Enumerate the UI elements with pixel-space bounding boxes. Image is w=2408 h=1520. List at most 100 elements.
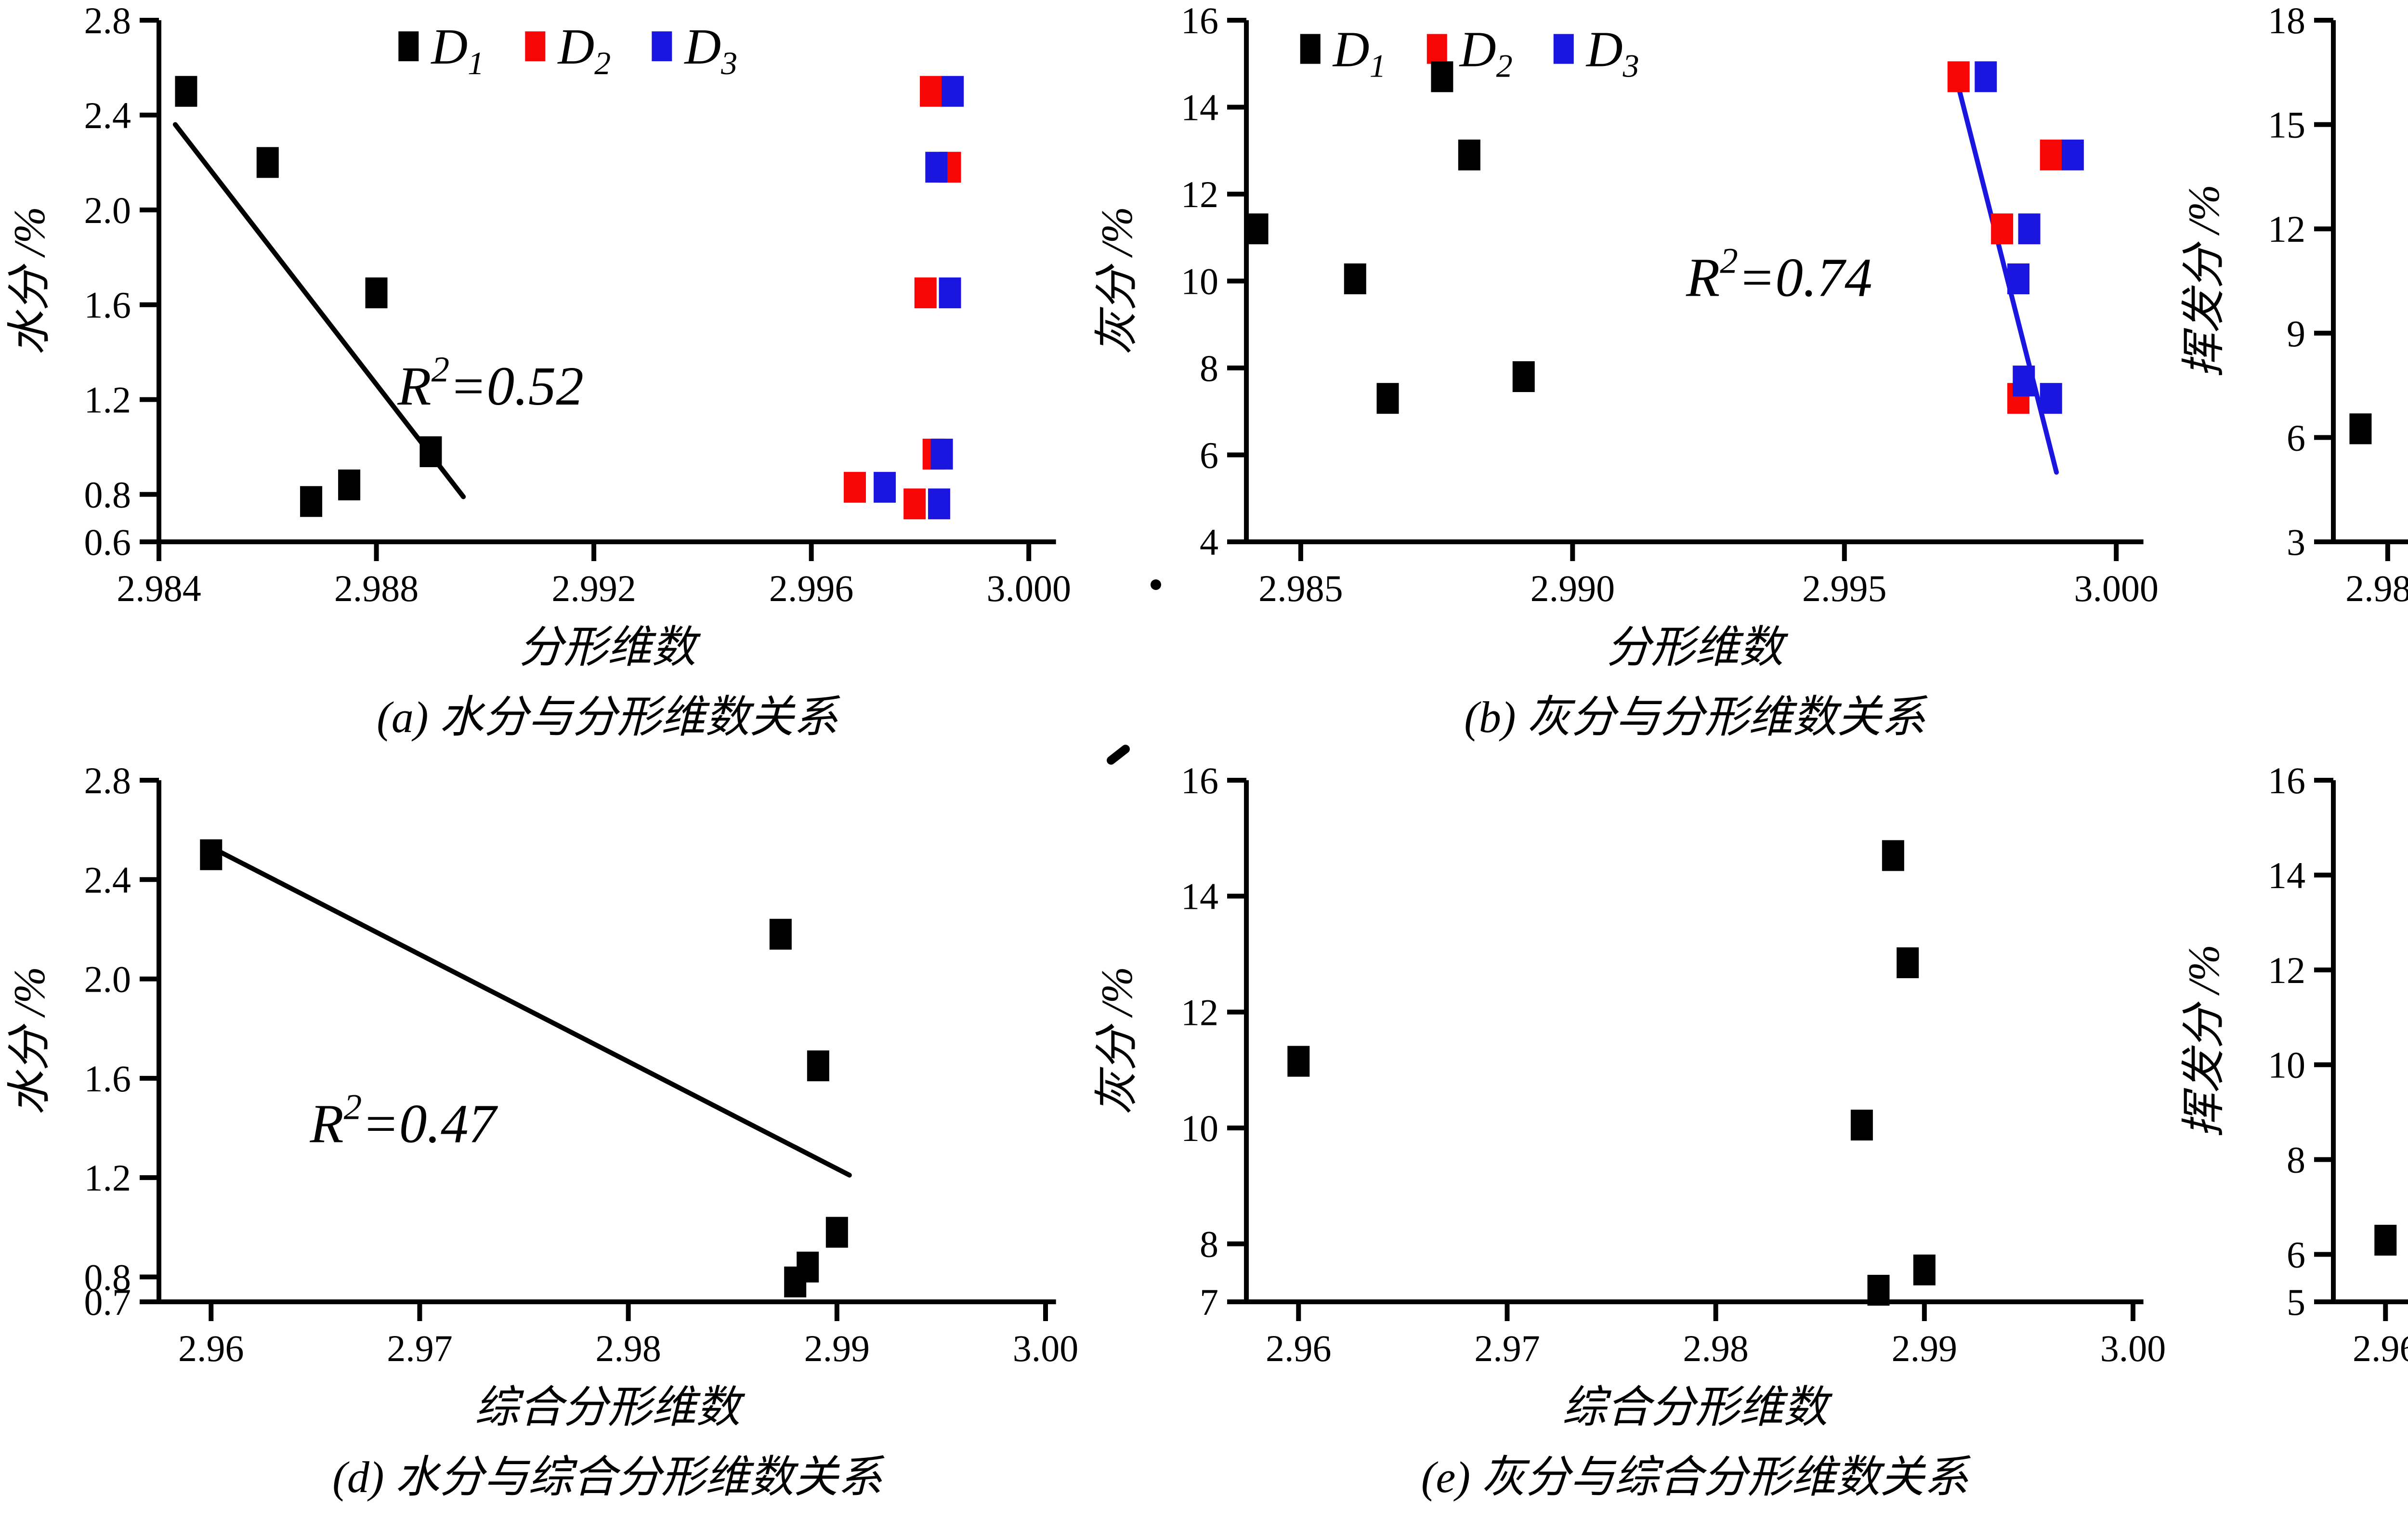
x-axis-label: 分形维数 bbox=[1606, 623, 1789, 672]
r-squared-annotation: R2=0.52 bbox=[397, 350, 584, 417]
x-tick-label: 3.000 bbox=[986, 568, 1071, 609]
y-tick-label: 7 bbox=[1200, 1282, 1218, 1323]
legend: D1 D2 D3 bbox=[1300, 21, 1639, 84]
data-point-D1 bbox=[338, 469, 361, 500]
data-point-D2 bbox=[2040, 139, 2062, 170]
x-tick-label: 2.97 bbox=[387, 1328, 452, 1369]
data-point-D1 bbox=[419, 436, 442, 467]
data-point-D1 bbox=[807, 1050, 829, 1082]
y-tick-label: 1.6 bbox=[84, 1058, 131, 1100]
y-tick-label: 3 bbox=[2287, 522, 2305, 563]
y-tick-label: 9 bbox=[2287, 313, 2305, 354]
data-point-D3 bbox=[2012, 366, 2035, 397]
y-tick-label: 12 bbox=[1181, 174, 1218, 215]
y-axis-label: 挥发分 /% bbox=[2179, 184, 2228, 378]
y-tick-label: 14 bbox=[1181, 876, 1218, 917]
legend-swatch-D2 bbox=[1426, 34, 1447, 64]
y-tick-label: 1.2 bbox=[84, 380, 131, 421]
y-tick-label: 1.6 bbox=[84, 285, 131, 326]
panel-caption: (a) 水分与分形维数关系 bbox=[377, 693, 840, 742]
y-tick-label: 10 bbox=[1181, 1108, 1218, 1149]
y-axis-label: 挥发分 /% bbox=[2179, 944, 2228, 1138]
x-tick-label: 2.99 bbox=[1891, 1328, 1957, 1369]
x-tick-label: 2.985 bbox=[2345, 568, 2408, 609]
data-point-D2 bbox=[903, 488, 926, 520]
x-tick-label: 3.00 bbox=[2100, 1328, 2165, 1369]
y-tick-label: 2.4 bbox=[84, 95, 131, 136]
y-tick-label: 16 bbox=[2268, 760, 2305, 801]
y-tick-label: 15 bbox=[2268, 105, 2305, 146]
y-tick-label: 1.2 bbox=[84, 1157, 131, 1199]
legend-swatch-D3 bbox=[652, 31, 672, 62]
y-tick-label: 8 bbox=[1200, 1224, 1218, 1265]
y-tick-label: 8 bbox=[2287, 1140, 2305, 1181]
x-tick-label: 2.984 bbox=[117, 568, 201, 609]
y-tick-label: 8 bbox=[1200, 348, 1218, 389]
x-tick-label: 2.985 bbox=[1258, 568, 1343, 609]
y-axis-label: 灰分 /% bbox=[1092, 207, 1141, 355]
x-tick-label: 2.988 bbox=[334, 568, 419, 609]
y-tick-label: 6 bbox=[2287, 1234, 2305, 1276]
legend: D1 D2 D3 bbox=[398, 18, 737, 81]
y-tick-label: 10 bbox=[1181, 261, 1218, 302]
data-point-D2 bbox=[1990, 213, 2013, 245]
legend-swatch-D3 bbox=[1553, 34, 1574, 64]
y-tick-label: 4 bbox=[1200, 522, 1218, 563]
data-point-D1 bbox=[1287, 1046, 1309, 1077]
data-point-D2 bbox=[920, 76, 942, 107]
panel-caption: (b) 灰分与分形维数关系 bbox=[1464, 693, 1928, 742]
data-point-D1 bbox=[1512, 361, 1535, 393]
data-point-D1 bbox=[1431, 61, 1453, 92]
data-point-D2 bbox=[843, 472, 866, 503]
data-point-D3 bbox=[942, 76, 964, 107]
y-tick-label: 12 bbox=[1181, 992, 1218, 1033]
legend-swatch-D2 bbox=[525, 31, 546, 62]
data-point-D3 bbox=[2007, 263, 2029, 294]
data-point-D1 bbox=[200, 839, 222, 870]
data-point-D3 bbox=[2061, 139, 2084, 170]
x-tick-label: 2.995 bbox=[1802, 568, 1886, 609]
x-tick-label: 2.992 bbox=[551, 568, 636, 609]
stray-mark-dot bbox=[1151, 579, 1161, 590]
x-axis-label: 综合分形维数 bbox=[1562, 1383, 1833, 1432]
fit-line-D3 bbox=[1950, 63, 2059, 475]
data-point-D1 bbox=[769, 918, 792, 950]
data-point-D1 bbox=[1882, 840, 1904, 871]
data-point-D1 bbox=[2374, 1225, 2397, 1256]
data-point-D3 bbox=[930, 438, 953, 470]
panel-d: 2.96 2.97 2.98 2.99 3.00 0.70.8 1.2 1.6 2.0 2.4 2.… bbox=[5, 760, 1078, 1502]
y-axis-label: 水分 /% bbox=[5, 967, 54, 1115]
data-point-D1 bbox=[365, 277, 388, 309]
panel-caption: (d) 水分与综合分形维数关系 bbox=[332, 1453, 885, 1502]
panel-e: 2.96 2.97 2.98 2.99 3.00 7 8 10 12 14 16 综合分形维数 灰分 /… bbox=[1092, 760, 2166, 1502]
r-squared-annotation: R2=0.47 bbox=[310, 1088, 498, 1154]
data-point-D1 bbox=[175, 76, 197, 107]
y-tick-label: 12 bbox=[2268, 950, 2305, 991]
data-point-D1 bbox=[797, 1251, 819, 1283]
legend-swatch-D1 bbox=[398, 31, 419, 62]
x-tick-label: 2.996 bbox=[769, 568, 853, 609]
y-tick-label: 0.8 bbox=[84, 474, 131, 516]
y-tick-label: 2.4 bbox=[84, 859, 131, 901]
y-tick-label: 14 bbox=[2268, 855, 2305, 896]
y-axis-label: 水分 /% bbox=[5, 207, 54, 355]
fit-line-D1 bbox=[209, 845, 852, 1178]
legend-label-D2: D2 bbox=[1458, 21, 1512, 84]
x-axis-label: 分形维数 bbox=[519, 623, 701, 672]
legend-label-D2: D2 bbox=[557, 18, 611, 81]
data-point-D2 bbox=[1947, 61, 1970, 92]
panel-b: 2.985 2.990 2.995 3.000 4 6 8 10 12 14 16 分形维数 灰分 /%… bbox=[1092, 0, 2159, 742]
y-tick-label: 16 bbox=[1181, 0, 1218, 41]
y-tick-label: 14 bbox=[1181, 87, 1218, 129]
y-tick-label: 2.8 bbox=[84, 760, 131, 801]
data-point-D2 bbox=[914, 277, 937, 309]
data-point-D1 bbox=[1376, 383, 1399, 414]
panel-caption: (e) 灰分与综合分形维数关系 bbox=[1421, 1453, 1971, 1502]
y-tick-label: 6 bbox=[2287, 417, 2305, 459]
data-point-D1 bbox=[1913, 1254, 1936, 1285]
data-point-D1 bbox=[1458, 139, 1480, 170]
legend-label-D3: D3 bbox=[683, 18, 737, 81]
x-tick-label: 2.990 bbox=[1530, 568, 1614, 609]
